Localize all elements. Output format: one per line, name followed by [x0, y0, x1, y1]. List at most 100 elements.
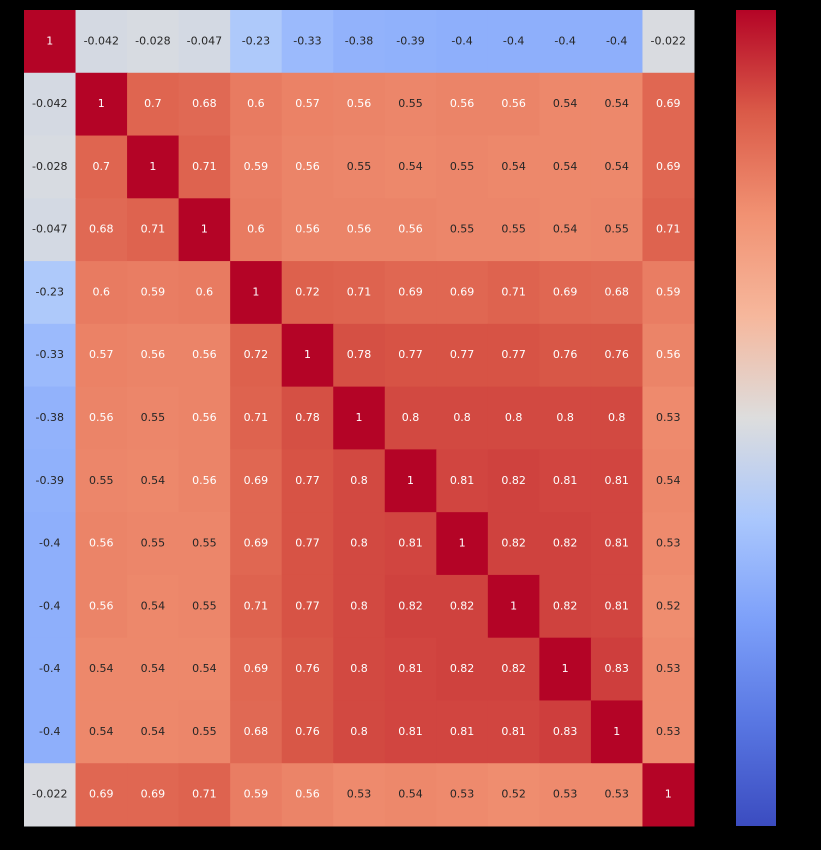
cell-label: 0.71 [192, 160, 217, 173]
heatmap-cell [178, 261, 231, 325]
cell-label: -0.4 [39, 662, 60, 675]
cell-label: 0.56 [347, 97, 372, 110]
heatmap-cell [178, 512, 231, 576]
cell-label: 0.53 [450, 788, 475, 801]
heatmap-cell [75, 574, 128, 639]
cell-label: 1 [562, 662, 569, 675]
heatmap-cell [642, 763, 695, 827]
heatmap-cell [539, 10, 592, 74]
cell-label: 0.56 [141, 348, 166, 361]
heatmap-cell [75, 700, 128, 764]
heatmap-cell [384, 763, 437, 827]
heatmap-cell [539, 135, 592, 199]
heatmap-cell [281, 261, 334, 325]
cell-label: 0.53 [604, 788, 629, 801]
heatmap-cell [178, 700, 231, 764]
heatmap-cell [281, 72, 334, 137]
heatmap-cell [230, 574, 283, 639]
cell-label: 0.56 [295, 223, 320, 236]
heatmap-cell [436, 261, 489, 325]
heatmap-cell [436, 72, 489, 137]
cell-label: 0.8 [350, 599, 368, 612]
heatmap-cell [487, 323, 540, 388]
heatmap-cell [127, 261, 180, 325]
cell-label: 0.71 [656, 223, 681, 236]
heatmap-cell [384, 637, 437, 701]
heatmap-cell [642, 449, 695, 513]
cell-label: -0.022 [650, 34, 685, 47]
cell-label: -0.042 [84, 34, 119, 47]
cell-label: 0.55 [501, 223, 526, 236]
cell-label: -0.33 [36, 348, 64, 361]
cell-label: 0.54 [553, 160, 578, 173]
heatmap-cell [642, 637, 695, 701]
heatmap-cell [333, 135, 386, 199]
heatmap-cell [539, 512, 592, 576]
cell-label: 0.59 [656, 285, 681, 298]
cell-label: 0.76 [295, 662, 320, 675]
heatmap-cell [642, 512, 695, 576]
cell-label: 0.69 [89, 788, 114, 801]
heatmap-cell [384, 386, 437, 450]
heatmap-cell [436, 763, 489, 827]
heatmap-cell [127, 449, 180, 513]
heatmap-cell [230, 135, 283, 199]
cell-label: 0.53 [656, 662, 681, 675]
heatmap-cell [590, 449, 643, 513]
heatmap-cell [642, 700, 695, 764]
heatmap-cell [539, 449, 592, 513]
cell-label: 1 [613, 725, 620, 738]
heatmap-cell [24, 574, 77, 639]
heatmap-cell [230, 261, 283, 325]
heatmap-cell [24, 10, 77, 74]
cell-label: 0.82 [553, 537, 578, 550]
heatmap-cell [24, 386, 77, 450]
heatmap-cell [281, 386, 334, 450]
heatmap-cell [75, 763, 128, 827]
cell-label: 0.69 [553, 285, 578, 298]
heatmap-cell [127, 72, 180, 137]
heatmap-cell [75, 135, 128, 199]
cell-label: -0.4 [606, 34, 627, 47]
cell-label: 0.82 [553, 599, 578, 612]
cell-label: 0.82 [501, 537, 526, 550]
cell-label: 0.54 [141, 474, 166, 487]
cell-label: 1 [665, 788, 672, 801]
heatmap-cell [24, 198, 77, 262]
heatmap-cell [590, 198, 643, 262]
cell-label: -0.39 [396, 34, 424, 47]
cell-label: 0.55 [192, 537, 217, 550]
cell-label: 0.77 [501, 348, 526, 361]
heatmap-cell [230, 198, 283, 262]
heatmap-cell [75, 512, 128, 576]
cell-label: 0.8 [350, 725, 368, 738]
cell-label: 0.55 [192, 725, 217, 738]
heatmap-cell [590, 323, 643, 388]
heatmap-cell [281, 700, 334, 764]
cell-label: 0.54 [141, 599, 166, 612]
cell-label: 0.59 [141, 285, 166, 298]
cell-label: 0.81 [450, 474, 475, 487]
heatmap-cell [24, 261, 77, 325]
heatmap-cell [230, 637, 283, 701]
heatmap-cell [333, 763, 386, 827]
cell-label: 0.7 [93, 160, 111, 173]
heatmap-cell [281, 135, 334, 199]
heatmap-cell [75, 10, 128, 74]
heatmap-cell [642, 261, 695, 325]
heatmap-cell [281, 512, 334, 576]
cell-label: 0.77 [295, 599, 320, 612]
cell-label: -0.23 [36, 285, 64, 298]
cell-label: 0.56 [89, 537, 114, 550]
cell-label: 0.54 [501, 160, 526, 173]
heatmap-cell [487, 574, 540, 639]
cell-label: 0.7 [144, 97, 162, 110]
cell-label: 0.69 [244, 474, 269, 487]
cell-label: 0.57 [89, 348, 114, 361]
cell-label: 0.72 [295, 285, 320, 298]
cell-label: 0.55 [347, 160, 372, 173]
cell-label: 0.82 [501, 662, 526, 675]
cell-label: -0.33 [293, 34, 321, 47]
heatmap-cell [642, 72, 695, 137]
heatmap-cell [384, 512, 437, 576]
